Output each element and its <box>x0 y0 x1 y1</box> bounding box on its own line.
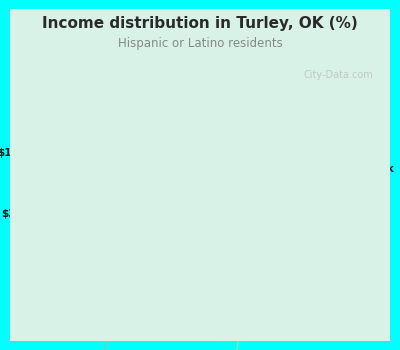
Wedge shape <box>90 168 200 203</box>
Wedge shape <box>88 182 200 251</box>
Text: $50k: $50k <box>85 291 124 350</box>
Text: Hispanic or Latino residents: Hispanic or Latino residents <box>118 37 282 50</box>
Text: $30k: $30k <box>1 209 84 219</box>
Text: Income distribution in Turley, OK (%): Income distribution in Turley, OK (%) <box>42 16 358 31</box>
Wedge shape <box>200 105 312 257</box>
Wedge shape <box>94 91 200 203</box>
Wedge shape <box>165 203 298 315</box>
Wedge shape <box>99 203 200 309</box>
Text: $100k: $100k <box>230 36 283 90</box>
Text: $125k: $125k <box>0 148 87 174</box>
Text: $60k: $60k <box>124 32 153 108</box>
Wedge shape <box>200 91 254 203</box>
Text: City-Data.com: City-Data.com <box>304 70 374 80</box>
Text: $40k: $40k <box>219 312 248 350</box>
Text: $75k: $75k <box>312 164 394 174</box>
